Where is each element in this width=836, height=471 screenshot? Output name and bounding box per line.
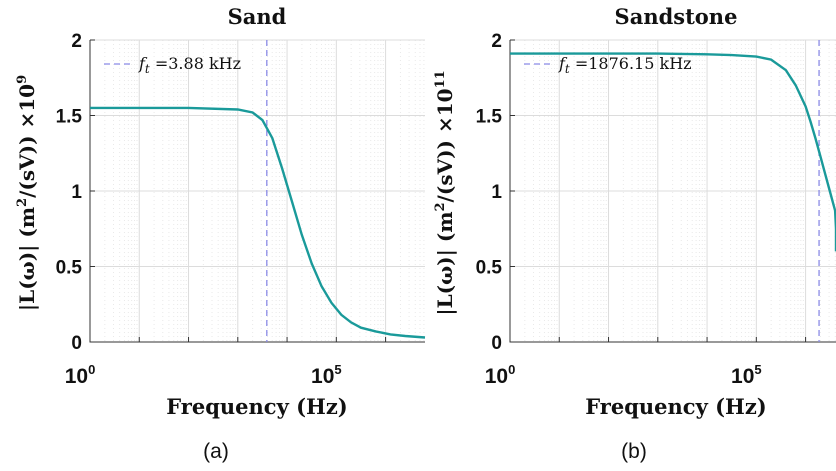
panel-a-xtick-labels: 100 105 <box>65 362 342 388</box>
panel-b-ticks <box>509 39 807 343</box>
panel-a: 0 0.5 1 1.5 2 100 105 Sand ft =3.88 kHz |L(ω)… <box>15 4 426 463</box>
panel-b-xtick-label: 105 <box>731 362 762 388</box>
panel-a-ticks <box>89 39 387 343</box>
panel-a-curve <box>90 106 426 339</box>
panel-a-legend-label: ft =3.88 kHz <box>138 54 241 76</box>
panel-b-ytick-label: 1 <box>491 182 502 203</box>
panel-b-xlabel: Frequency (Hz) <box>585 394 766 419</box>
panel-a-xlabel: Frequency (Hz) <box>166 394 347 419</box>
panel-b-title: Sandstone <box>615 4 738 29</box>
panel-a-caption: (a) <box>203 440 229 463</box>
panel-b-ytick-label: 1.5 <box>476 107 503 128</box>
panel-b-ylabel: |L(ω)| (m2/(sV)) ×1011 <box>433 70 457 315</box>
panel-a-ytick-label: 1.5 <box>56 107 83 128</box>
panel-b: 0 0.5 1 1.5 2 100 105 Sandstone ft =1876.15 k… <box>433 4 836 463</box>
panel-a-ylabel: |L(ω)| (m2/(sV)) ×109 <box>15 75 39 311</box>
panel-a-ytick-label: 0.5 <box>56 258 83 279</box>
panel-b-curve <box>510 52 836 252</box>
panel-a-grid <box>89 39 425 343</box>
panel-b-caption: (b) <box>621 440 647 463</box>
panel-a-title: Sand <box>228 4 287 29</box>
panel-b-ytick-label: 0.5 <box>476 258 503 279</box>
panel-b-legend: ft =1876.15 kHz <box>524 54 692 76</box>
panel-a-ytick-label: 0 <box>71 333 82 354</box>
panel-a-xtick-label: 105 <box>311 362 342 388</box>
panel-b-ytick-labels: 0 0.5 1 1.5 2 <box>476 31 503 354</box>
panel-b-xtick-labels: 100 105 <box>485 362 762 388</box>
panel-a-xtick-label: 100 <box>65 362 96 388</box>
panel-a-ytick-labels: 0 0.5 1 1.5 2 <box>56 31 83 354</box>
panel-a-ytick-label: 1 <box>71 182 82 203</box>
panel-a-legend: ft =3.88 kHz <box>104 54 241 76</box>
panel-b-ytick-label: 0 <box>491 333 502 354</box>
panel-b-grid <box>509 39 836 343</box>
panel-b-legend-label: ft =1876.15 kHz <box>558 54 692 76</box>
panel-b-ytick-label: 2 <box>491 31 502 52</box>
panel-b-xtick-label: 100 <box>485 362 516 388</box>
panel-a-ytick-label: 2 <box>71 31 82 52</box>
